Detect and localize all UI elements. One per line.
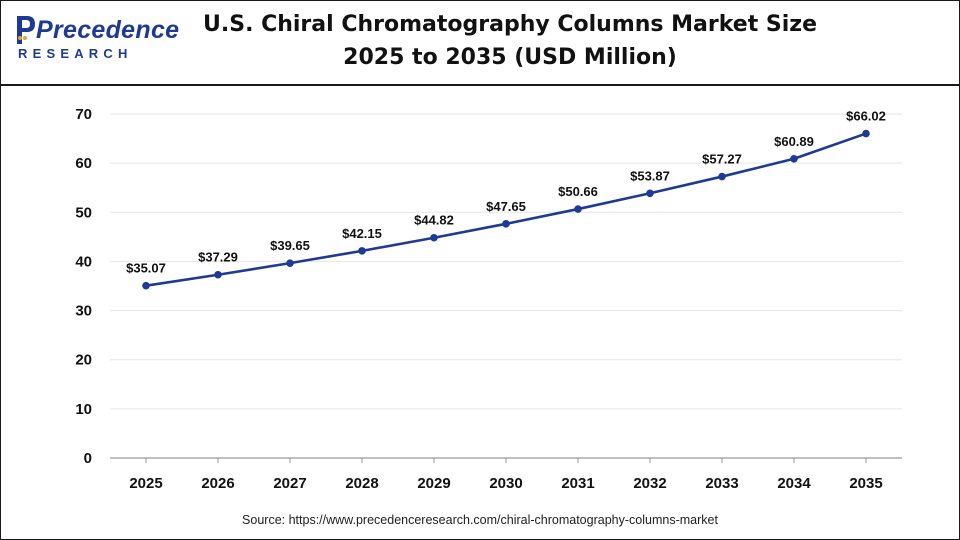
data-point (286, 259, 294, 267)
x-tick-label: 2029 (417, 475, 450, 492)
x-tick-label: 2034 (777, 475, 811, 492)
data-point (862, 129, 870, 138)
x-tick-label: 2028 (345, 475, 378, 492)
data-label: $39.65 (270, 238, 310, 253)
data-point (574, 205, 582, 213)
x-tick-label: 2030 (489, 475, 522, 492)
data-label: $57.27 (702, 152, 742, 167)
data-label: $42.15 (342, 226, 382, 241)
y-tick-label: 10 (75, 401, 92, 418)
y-tick-label: 70 (75, 106, 92, 123)
brand-name: Precedence (36, 16, 180, 44)
data-point (790, 154, 798, 163)
x-tick-label: 2027 (273, 475, 306, 492)
x-tick-label: 2035 (849, 475, 882, 492)
brand-sub: RESEARCH (18, 46, 133, 61)
data-point (502, 220, 510, 228)
data-label: $60.89 (774, 134, 814, 149)
y-tick-label: 30 (75, 303, 92, 320)
data-label: $53.87 (630, 168, 670, 183)
x-tick-label: 2026 (201, 475, 234, 492)
data-label: $35.07 (126, 261, 166, 276)
chart-title-line-2: 2025 to 2035 (USD Million) (343, 45, 677, 70)
data-point (142, 281, 150, 290)
data-label: $44.82 (414, 213, 454, 228)
header: Precedence RESEARCH U.S. Chiral Chromato… (0, 0, 960, 86)
y-tick-label: 40 (75, 253, 92, 270)
x-tick-label: 2031 (561, 475, 594, 492)
logo-p-icon (17, 16, 35, 44)
data-point (214, 270, 222, 279)
brand-logo: Precedence RESEARCH (14, 14, 179, 64)
x-tick-label: 2033 (705, 475, 738, 492)
source-note: Source: https://www.precedenceresearch.c… (242, 513, 718, 527)
y-tick-label: 50 (75, 204, 92, 221)
y-tick-label: 20 (75, 352, 92, 369)
data-label: $50.66 (558, 184, 598, 199)
y-tick-label: 0 (84, 450, 92, 467)
y-tick-label: 60 (75, 155, 92, 172)
data-point (430, 233, 438, 242)
x-tick-label: 2025 (129, 475, 162, 492)
data-point (358, 247, 366, 255)
data-label: $37.29 (198, 250, 238, 265)
chart-title-line-1: U.S. Chiral Chromatography Columns Marke… (203, 12, 817, 37)
chart-title: U.S. Chiral Chromatography Columns Marke… (200, 8, 820, 74)
data-point (646, 189, 654, 198)
data-point (718, 172, 726, 181)
data-label: $66.02 (846, 109, 886, 124)
x-tick-label: 2032 (633, 475, 666, 492)
data-label: $47.65 (486, 199, 526, 214)
